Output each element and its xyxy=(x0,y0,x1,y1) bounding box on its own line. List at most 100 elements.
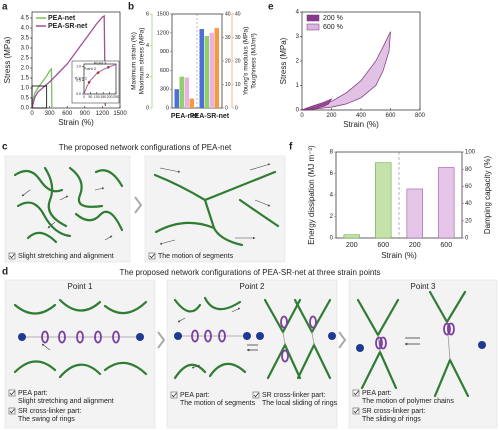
polymer-chain xyxy=(16,201,72,238)
legend-swatch xyxy=(306,23,320,31)
point-title: Point 3 xyxy=(411,282,436,291)
x-tick-label: 0 xyxy=(300,113,304,119)
y-tick-label: 30 xyxy=(235,35,241,41)
point-label: Point 2 xyxy=(84,66,97,71)
axis-label: Maximum stress (MPa) xyxy=(139,28,146,95)
axis-label: Strain (%) xyxy=(343,120,379,129)
x-tick-label: 0 xyxy=(30,111,34,117)
axis-label: Toughness (MJ/m³) xyxy=(251,33,258,89)
y-tick-label: 6 xyxy=(330,171,334,177)
polymer-chain xyxy=(203,296,242,311)
bar xyxy=(199,29,204,108)
item-text: The local sliding of rings xyxy=(262,400,338,407)
category-label: 200 xyxy=(409,242,421,249)
stopper xyxy=(328,332,336,340)
axis-label: Stress (MPa) xyxy=(3,36,12,83)
y-tick-label: 1.0 xyxy=(76,65,81,69)
polymer-chain xyxy=(68,166,104,208)
motion-arrow xyxy=(104,235,113,241)
checkbox xyxy=(8,407,16,415)
point-marker xyxy=(96,71,100,75)
y-tick-label: 2.5 xyxy=(21,56,30,62)
polymer-chain xyxy=(58,363,102,379)
legend-label: PEA-net xyxy=(48,15,76,22)
ring xyxy=(204,329,212,343)
y-tick-label: 40 xyxy=(225,11,231,17)
point-marker xyxy=(107,65,110,69)
panel-box xyxy=(4,155,131,263)
y-tick-label: 900 xyxy=(160,49,169,55)
polymer-chain xyxy=(13,360,57,374)
x-tick-label: 150 xyxy=(100,95,106,99)
axis-label: Young's modulus (MPa) xyxy=(243,27,250,96)
bar xyxy=(204,35,209,108)
ring xyxy=(41,330,49,344)
y-tick-label: 8 xyxy=(330,150,334,156)
x-tick-label: 300 xyxy=(45,111,56,117)
motion-arrow xyxy=(21,189,31,197)
line-series xyxy=(31,14,106,109)
motion-arrow xyxy=(159,239,176,245)
panel-box xyxy=(4,279,156,429)
motion-arrow xyxy=(94,187,105,191)
ring xyxy=(58,330,66,344)
y-tick-label: 1500 xyxy=(157,11,169,17)
axis-label: Stress (MPa) xyxy=(279,37,288,84)
y-tick-label: 1200 xyxy=(157,30,169,36)
checkbox xyxy=(352,389,360,397)
bar xyxy=(343,234,360,239)
stopper xyxy=(356,344,364,352)
axis-label: Strain (%) xyxy=(381,251,417,260)
bar xyxy=(189,98,194,108)
motion-arrow xyxy=(159,167,181,173)
category-label: PEA-SR-net xyxy=(190,113,230,120)
polymer-chain xyxy=(173,363,207,380)
motion-arrow xyxy=(249,163,271,171)
ring xyxy=(309,315,317,329)
checkbox xyxy=(148,252,156,260)
y-tick-label: 3 xyxy=(296,34,300,40)
x-tick-label: 200 xyxy=(107,95,113,99)
item-text: Slight stretching and alignment xyxy=(18,398,114,405)
y-tick-label: 20 xyxy=(465,218,472,224)
inset-bg xyxy=(71,60,120,104)
y-tick-label: 40 xyxy=(235,11,241,17)
category-label: 600 xyxy=(377,242,389,249)
x-tick-label: 400 xyxy=(356,113,367,119)
y-tick-label: 4 xyxy=(330,193,334,199)
y-tick-label: 600 xyxy=(160,68,169,74)
ring xyxy=(218,329,226,343)
item-text: The swing of rings xyxy=(18,416,75,423)
x-tick-label: 600 xyxy=(62,111,73,117)
y-tick-label: 4.5 xyxy=(21,16,30,22)
axle xyxy=(311,331,315,346)
item-text: The motion of polymer chains xyxy=(362,398,454,405)
item-part: SR cross-linker part: xyxy=(362,408,425,415)
y-tick-label: 2.0 xyxy=(21,66,30,72)
legend-label: 600 % xyxy=(323,24,343,31)
polymer-chain xyxy=(103,300,148,315)
point-marker xyxy=(87,80,91,84)
checkbox xyxy=(352,407,360,415)
polymer-chain xyxy=(103,361,148,376)
panel-label: e xyxy=(268,2,274,13)
item-part: PEA part: xyxy=(180,392,210,399)
polymer-chain xyxy=(238,198,280,228)
y-tick-label: 0 xyxy=(465,236,469,242)
y-tick-label: 30 xyxy=(225,35,231,41)
axis-label: Strain (%) xyxy=(58,118,94,127)
bar xyxy=(179,76,184,108)
motion-arrow xyxy=(41,343,51,351)
x-tick-label: 250 xyxy=(113,95,119,99)
y-tick-label: 10 xyxy=(225,82,231,88)
line-series xyxy=(31,67,53,109)
checkmark xyxy=(9,408,15,414)
bar xyxy=(174,89,179,108)
item-text: The motion of segments xyxy=(180,400,256,407)
y-tick-label: 3.0 xyxy=(21,46,30,52)
y-tick-label: 20 xyxy=(235,58,241,64)
panel-label: a xyxy=(2,2,8,13)
y-tick-label: 1 xyxy=(296,83,300,89)
y-tick-label: 0 xyxy=(146,105,149,111)
panel-label: c xyxy=(2,142,8,153)
